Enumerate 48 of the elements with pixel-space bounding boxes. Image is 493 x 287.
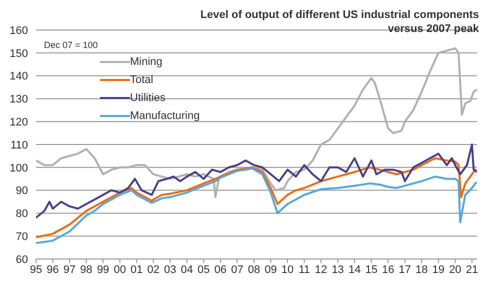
y-tick-label: 100 — [10, 162, 28, 174]
x-tick-label: 16 — [382, 264, 394, 276]
y-tick-label: 140 — [10, 70, 28, 83]
legend-label: Utilities — [130, 92, 166, 104]
x-tick-label: 01 — [130, 264, 143, 276]
y-tick-label: 90 — [16, 185, 28, 198]
x-tick-label: 05 — [198, 264, 210, 276]
x-tick-label: 09 — [264, 264, 277, 276]
y-tick-label: 160 — [10, 24, 28, 37]
y-tick-label: 60 — [16, 254, 28, 266]
y-tick-label: 110 — [10, 139, 28, 152]
y-tick-label: 150 — [10, 48, 28, 60]
y-tick-label: 70 — [16, 231, 28, 244]
x-tick-label: 10 — [281, 264, 294, 276]
x-tick-label: 19 — [432, 264, 445, 276]
x-tick-label: 96 — [46, 264, 59, 276]
x-tick-label: 00 — [114, 264, 126, 276]
x-tick-label: 03 — [164, 264, 176, 276]
y-tick-label: 130 — [10, 94, 28, 106]
x-tick-label: 11 — [298, 264, 310, 276]
x-tick-label: 15 — [365, 264, 378, 276]
x-tick-label: 12 — [314, 264, 328, 276]
x-tick-label: 21 — [466, 264, 478, 276]
line-series — [36, 157, 477, 238]
line-series — [36, 47, 477, 198]
x-tick-label: 06 — [214, 264, 227, 276]
x-tick-label: 95 — [30, 264, 42, 276]
legend-label: Manufacturing — [130, 110, 200, 122]
chart-title: Level of output of different US industrial components versus 2007 peak — [199, 8, 479, 36]
line-series — [36, 144, 477, 219]
legend-label: Total — [130, 74, 154, 86]
x-tick-label: 04 — [180, 264, 194, 276]
x-tick-label: 02 — [147, 264, 160, 276]
y-tick-label: 120 — [10, 116, 28, 129]
legend-label: Mining — [130, 56, 162, 68]
x-tick-label: 07 — [231, 264, 244, 276]
x-tick-label: 20 — [449, 264, 462, 276]
x-tick-label: 08 — [248, 264, 260, 276]
x-tick-label: 14 — [348, 264, 361, 276]
x-tick-label: 98 — [80, 264, 92, 276]
x-tick-label: 18 — [416, 264, 428, 276]
x-tick-label: 97 — [63, 264, 76, 276]
x-tick-label: 17 — [398, 264, 412, 276]
x-tick-label: 99 — [96, 264, 110, 276]
y-tick-label: 80 — [16, 208, 28, 220]
line-series — [36, 168, 477, 244]
annotation: Dec 07 = 100 — [44, 40, 98, 50]
x-tick-label: 13 — [332, 264, 344, 276]
